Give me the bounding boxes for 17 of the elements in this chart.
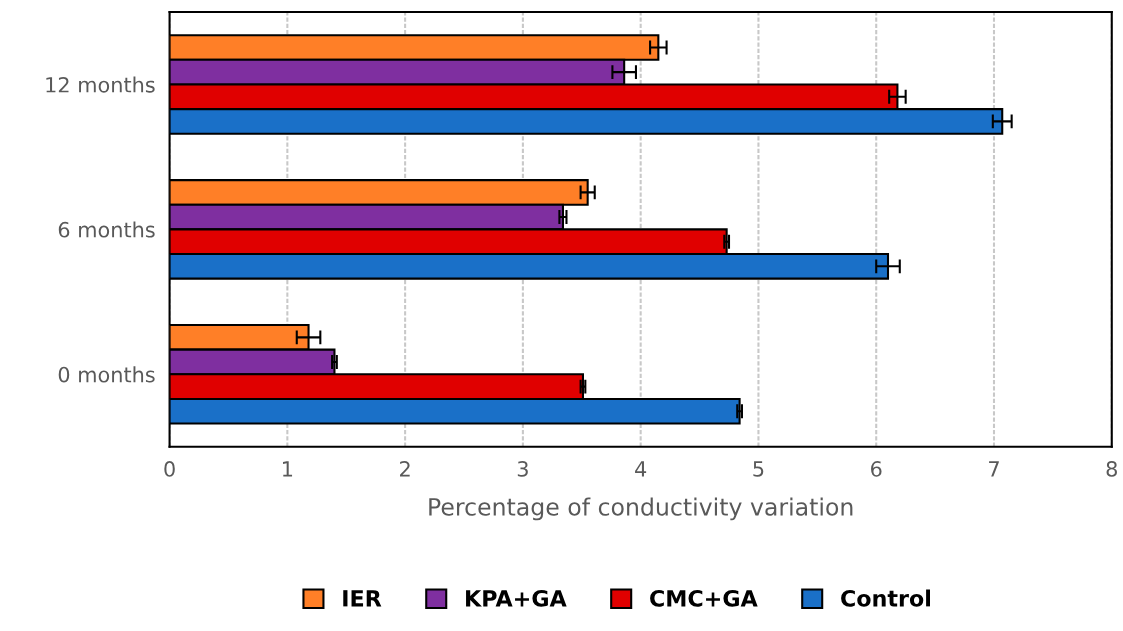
x-tick-label: 8 (1106, 461, 1117, 477)
y-tick-label: 12 months (46, 76, 155, 93)
x-tick-label: 4 (635, 461, 647, 477)
x-tick-label: 7 (989, 461, 999, 477)
y-tick-label: 6 months (58, 221, 155, 238)
x-tick-label: 1 (283, 461, 293, 477)
x-axis-title: Percentage of conductivity variation (429, 497, 853, 521)
x-tick-label: 6 (871, 461, 882, 477)
x-tick-label: 3 (517, 461, 528, 477)
legend-label: KPA+GA (466, 589, 567, 607)
legend-label: Control (841, 589, 930, 607)
x-tick-label: 0 (164, 461, 175, 477)
legend-label: CMC+GA (650, 589, 758, 607)
legend-label: IER (343, 590, 382, 607)
x-tick-label: 2 (400, 461, 410, 477)
x-tick-label: 5 (753, 461, 764, 477)
y-tick-label: 0 months (58, 366, 155, 383)
